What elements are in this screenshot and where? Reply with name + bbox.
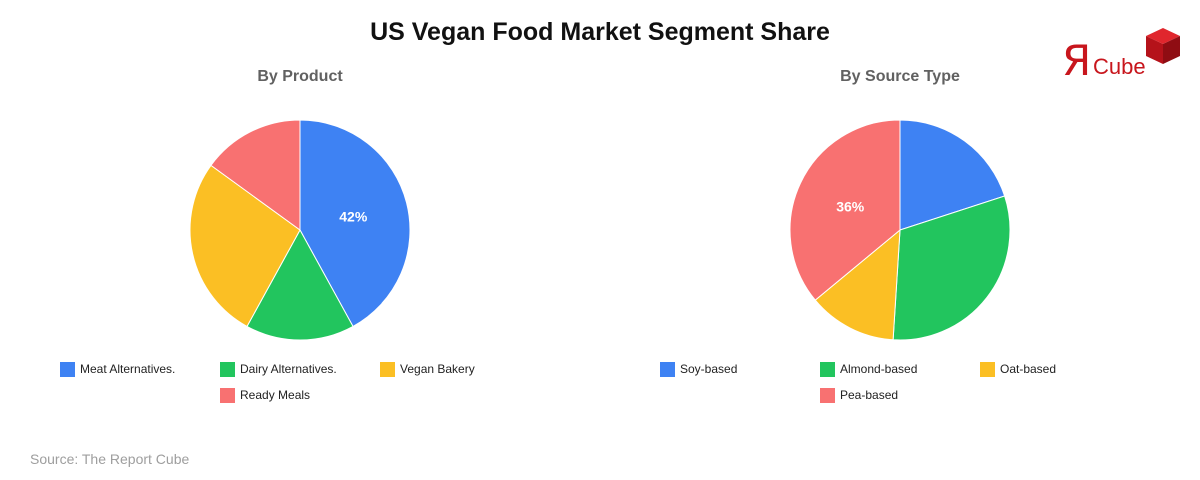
legend-swatch [220, 361, 235, 377]
legend-label: Oat-based [1000, 362, 1057, 376]
legend-label: Ready Meals [240, 388, 311, 402]
pie-slice-pea-based [789, 119, 901, 301]
legend-label: Soy-based [680, 362, 738, 376]
legend-item: Vegan Bakery [380, 360, 475, 378]
legend-swatch [820, 361, 835, 377]
legend-swatch [380, 361, 395, 377]
pie-slice-soy-based [899, 119, 1006, 231]
logo-mark: Я [1062, 36, 1092, 85]
legend-item: Dairy Alternatives. [220, 360, 337, 378]
legend: Meat Alternatives. Dairy Alternatives. Veg… [0, 360, 600, 420]
legend-item: Meat Alternatives. [60, 360, 175, 378]
pie-slice-ready-meals [210, 119, 301, 231]
pie-chart: 36% [789, 119, 1011, 341]
legend-swatch [60, 361, 75, 377]
cube-icon [1146, 28, 1180, 64]
chart-subtitle: By Product [257, 68, 343, 85]
pie-slice-meat-alternatives [299, 119, 411, 328]
chart-panel-by-product: By Product 42% Meat Alternatives. Dairy A… [0, 60, 600, 420]
chart-subtitle: By Source Type [840, 68, 960, 85]
chart-panel-by-source-type: By Source Type 36% Soy-based Almond-based… [600, 60, 1200, 420]
legend-label: Almond-based [840, 362, 918, 376]
pie-slice-dairy-alternatives [246, 228, 354, 341]
legend-item: Ready Meals [220, 386, 310, 404]
pie-chart: 42% [189, 119, 411, 341]
legend: Soy-based Almond-based Oat-based Pea-based [600, 360, 1200, 420]
legend-label: Vegan Bakery [400, 362, 475, 376]
legend-label: Meat Alternatives. [80, 362, 176, 376]
legend-swatch [660, 361, 675, 377]
report-cube-logo: Я Cube [1060, 26, 1185, 86]
legend-label: Pea-based [840, 388, 899, 402]
legend-swatch [820, 387, 835, 403]
pie-slice-oat-based [814, 228, 901, 341]
pie-slice-vegan-bakery [189, 164, 301, 328]
legend-item: Oat-based [980, 360, 1056, 378]
legend-label: Dairy Alternatives. [240, 362, 337, 376]
source-note: Source: The Report Cube [30, 451, 190, 467]
legend-item: Almond-based [820, 360, 917, 378]
slice-data-label: 42% [339, 208, 368, 224]
slice-data-label: 36% [836, 199, 865, 215]
pie-slice-almond-based [892, 195, 1011, 341]
legend-swatch [980, 361, 995, 377]
logo-word: Cube [1093, 54, 1146, 79]
legend-item: Pea-based [820, 386, 898, 404]
legend-item: Soy-based [660, 360, 737, 378]
legend-swatch [220, 387, 235, 403]
chart-title: US Vegan Food Market Segment Share [370, 18, 830, 46]
